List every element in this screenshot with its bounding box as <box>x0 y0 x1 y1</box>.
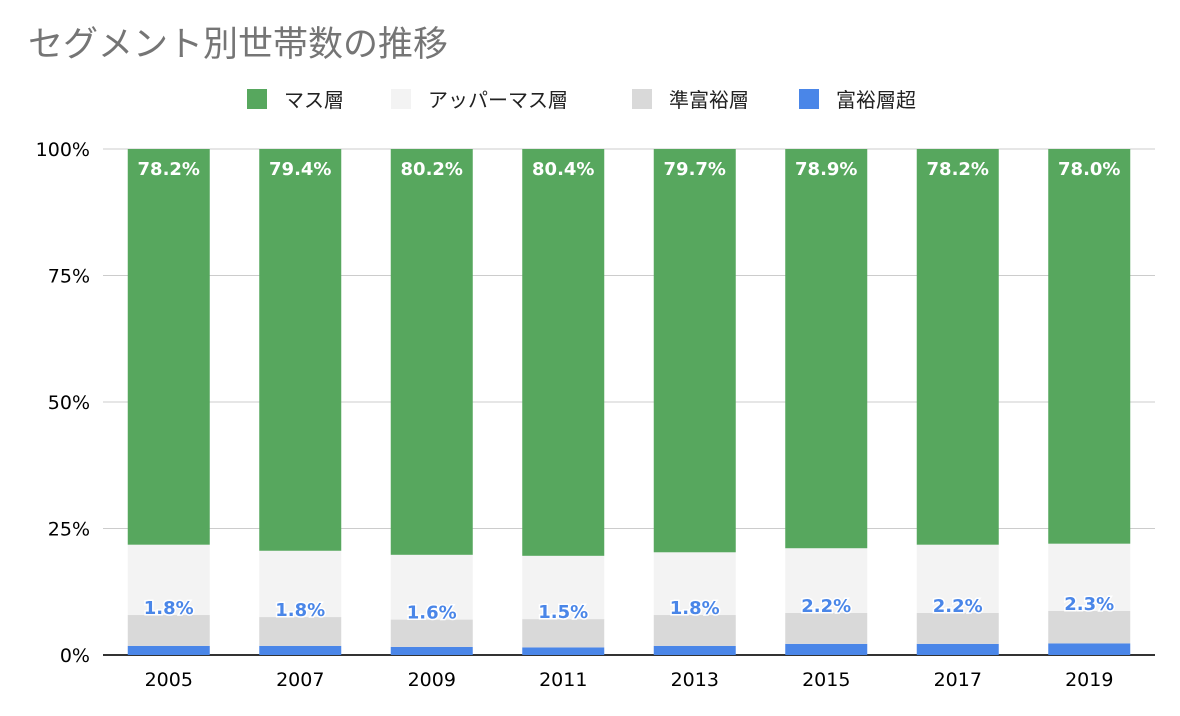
legend-swatch <box>799 89 819 109</box>
bar-segment <box>259 617 342 646</box>
x-tick-label: 2005 <box>145 669 193 691</box>
data-label: 80.4% <box>532 159 594 180</box>
bar-segment <box>653 149 736 553</box>
x-tick-label: 2017 <box>934 669 982 691</box>
data-label: 79.7% <box>664 159 726 180</box>
bar-segment <box>522 149 605 556</box>
bar-segment <box>390 619 473 647</box>
bar-segment <box>653 552 736 616</box>
data-label: 2.2% <box>933 596 983 617</box>
data-label: 1.8% <box>275 600 325 621</box>
x-tick-label: 2019 <box>1065 669 1113 691</box>
bar-segment <box>653 615 736 646</box>
data-label: 1.8% <box>144 598 194 619</box>
bar-segment <box>390 149 473 555</box>
y-tick-label: 75% <box>48 266 90 288</box>
bar-segment <box>916 643 999 655</box>
x-tick-label: 2007 <box>276 669 324 691</box>
bar-segment <box>916 544 999 614</box>
data-label: 78.0% <box>1058 159 1120 180</box>
data-label: 78.2% <box>138 159 200 180</box>
data-label: 78.2% <box>927 159 989 180</box>
bar-segment <box>785 149 868 549</box>
bar-segment <box>785 548 868 614</box>
bar-segment <box>785 643 868 655</box>
legend-label: 富裕層超 <box>836 88 916 112</box>
legend-label: マス層 <box>284 88 344 112</box>
bar-segment <box>127 645 210 655</box>
data-label: 2.2% <box>801 596 851 617</box>
data-label: 79.4% <box>269 159 331 180</box>
x-tick-label: 2011 <box>539 669 587 691</box>
bar-segment <box>522 647 605 655</box>
bar-segment <box>390 554 473 620</box>
legend-swatch <box>247 89 267 109</box>
x-tick-label: 2009 <box>408 669 456 691</box>
bar-segment <box>259 645 342 655</box>
y-tick-label: 25% <box>48 519 90 541</box>
data-label: 80.2% <box>401 159 463 180</box>
chart-title: セグメント別世帯数の推移 <box>28 25 449 65</box>
bar-segment <box>1048 149 1131 544</box>
data-label: 1.5% <box>538 602 588 623</box>
bar-segment <box>916 149 999 545</box>
bar-segment <box>1048 643 1131 655</box>
bar-segment <box>1048 610 1131 644</box>
bar-segment <box>1048 543 1131 611</box>
x-tick-label: 2013 <box>671 669 719 691</box>
bar-segment <box>390 646 473 655</box>
legend-swatch <box>391 89 411 109</box>
legend-label: アッパーマス層 <box>428 88 568 112</box>
y-tick-label: 50% <box>48 392 90 414</box>
x-tick-label: 2015 <box>802 669 850 691</box>
bar-segment <box>785 613 868 644</box>
bar-segment <box>127 544 210 616</box>
y-tick-label: 0% <box>60 645 90 667</box>
bar-segment <box>259 149 342 551</box>
bar-segment <box>653 645 736 655</box>
bar-segment <box>259 550 342 618</box>
bar-segment <box>127 615 210 646</box>
bar-segment <box>522 619 605 648</box>
data-label: 1.8% <box>670 598 720 619</box>
bar-segment <box>522 555 605 620</box>
legend-swatch <box>632 89 652 109</box>
bar-segment <box>916 613 999 644</box>
data-label: 1.6% <box>407 603 457 624</box>
data-label: 78.9% <box>795 159 857 180</box>
legend-label: 準富裕層 <box>669 88 749 112</box>
bar-segment <box>127 149 210 545</box>
data-label: 2.3% <box>1064 594 1114 615</box>
y-tick-label: 100% <box>36 139 90 161</box>
